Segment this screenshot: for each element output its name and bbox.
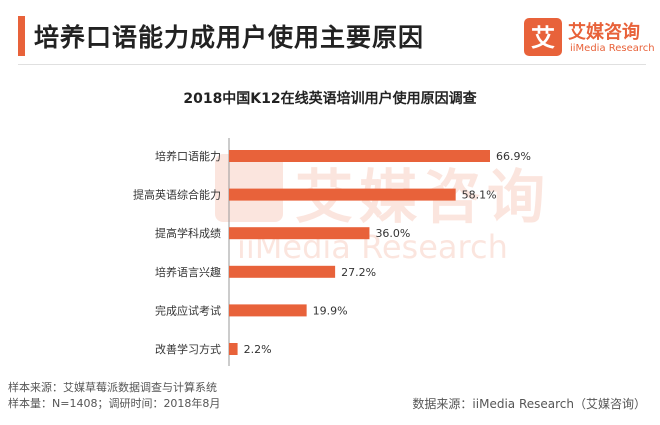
value-label: 58.1% — [462, 189, 497, 202]
logo-name-en: iiMedia Research — [570, 43, 655, 54]
value-label: 27.2% — [341, 266, 376, 279]
footer-sample: 样本量：N=1408；调研时间：2018年8月 — [8, 397, 221, 410]
category-label: 提高英语综合能力 — [133, 188, 221, 202]
category-label: 完成应试考试 — [155, 303, 221, 317]
bar — [229, 227, 370, 240]
value-label: 66.9% — [496, 150, 531, 163]
page-title: 培养口语能力成用户使用主要原因 — [34, 23, 425, 52]
category-label: 改善学习方式 — [155, 342, 221, 356]
svg-text:艾: 艾 — [531, 24, 555, 52]
chart-title: 2018中国K12在线英语培训用户使用原因调查 — [183, 91, 477, 107]
value-label: 19.9% — [313, 304, 348, 317]
bar — [229, 304, 307, 317]
logo: 艾 艾媒咨询 iiMedia Research — [524, 16, 655, 60]
bar — [229, 150, 490, 162]
value-label: 2.2% — [244, 343, 272, 356]
footer-source: 样本来源：艾媒草莓派数据调查与计算系统 — [8, 381, 217, 394]
title-accent-bar — [18, 16, 25, 56]
bar — [229, 188, 456, 201]
category-label: 培养语言兴趣 — [155, 265, 221, 279]
category-label: 培养口语能力 — [155, 149, 221, 163]
logo-glyph-icon: 艾 — [531, 24, 555, 52]
footer-data-source: 数据来源：iiMedia Research（艾媒咨询） — [412, 397, 646, 411]
bar-chart: 培养口语能力 66.9% 提高英语综合能力 58.1% 提高学科成绩 36.0% 培养语言兴… — [133, 138, 531, 366]
bar — [229, 265, 336, 278]
header-divider — [18, 64, 646, 65]
logo-icon: 艾 — [524, 18, 562, 56]
logo-name-cn: 艾媒咨询 — [568, 22, 640, 43]
watermark-logo-icon — [215, 154, 283, 222]
category-label: 提高学科成绩 — [155, 226, 221, 240]
value-label: 36.0% — [375, 227, 410, 240]
bar — [229, 343, 238, 355]
